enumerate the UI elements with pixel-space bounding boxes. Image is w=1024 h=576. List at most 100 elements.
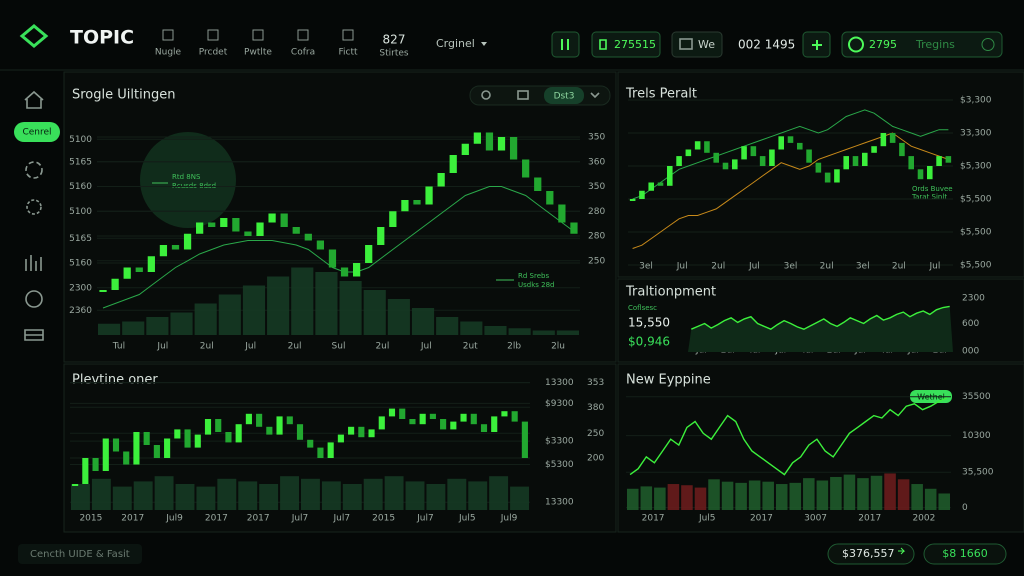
ticker-button[interactable]: 275515 (591, 31, 661, 58)
candle (629, 199, 636, 201)
stats-icon[interactable] (25, 255, 42, 271)
y-tick-label: 5165 (69, 157, 92, 167)
nav-item[interactable]: Fictt (338, 48, 357, 58)
candle (862, 152, 868, 166)
x-tick-label: 2017 (205, 514, 228, 524)
x-tick-label: Jul7 (291, 514, 309, 524)
candle (112, 438, 120, 452)
pause-icon (561, 39, 569, 50)
y-tick-label: $5,500 (960, 261, 992, 271)
account-bg[interactable] (841, 31, 1003, 58)
nav-icon[interactable] (207, 29, 219, 41)
toggle-bg[interactable] (544, 87, 584, 104)
pause-button[interactable] (551, 31, 580, 58)
chevron[interactable] (590, 92, 600, 99)
nav-icon[interactable] (162, 29, 174, 41)
grid-icon[interactable] (517, 90, 529, 100)
nav-icon[interactable] (342, 29, 354, 41)
annotation: Rtd 8NS (172, 173, 201, 181)
volume-bar (484, 326, 507, 335)
candle (245, 413, 252, 425)
ticker[interactable]: 275515 (614, 38, 656, 51)
volume-bar (170, 312, 193, 335)
toolbar (469, 85, 611, 106)
volume-bar (321, 481, 341, 510)
panel-title: Plevtine oner (72, 373, 158, 388)
candle (419, 413, 426, 425)
volume-bar (708, 479, 720, 510)
volume-bar (71, 484, 90, 510)
volume-bar (218, 294, 241, 335)
highlight-circle (140, 132, 236, 228)
y-tick-label: 600 (962, 319, 979, 329)
add-button[interactable] (802, 31, 831, 58)
volume-bar (339, 281, 362, 335)
total-button[interactable] (923, 543, 1007, 565)
search-box[interactable] (18, 544, 142, 564)
dropdown[interactable]: Crginel (436, 37, 487, 50)
account-label[interactable]: Tregins (915, 38, 955, 51)
x-tick-label: 2ut (463, 342, 478, 352)
x-tick-label: 2ul (892, 262, 906, 272)
volume-bar (681, 485, 693, 510)
settings-icon[interactable] (26, 199, 42, 215)
candle (82, 458, 89, 484)
y-tick-label: 350 (588, 133, 605, 143)
volume-bar (447, 478, 467, 510)
y-tick-label: $5300 (545, 460, 574, 470)
active-pill[interactable] (14, 122, 60, 142)
pause-bg[interactable] (551, 31, 580, 58)
y-tick-label: 2360 (69, 306, 92, 316)
candle (501, 411, 508, 417)
nav-icon[interactable] (297, 29, 309, 41)
candle (899, 142, 905, 157)
active-label[interactable]: Cenrel (22, 128, 51, 138)
home-icon[interactable] (24, 90, 44, 109)
candle (72, 484, 79, 486)
total[interactable]: $8 1660 (942, 547, 988, 560)
line (632, 109, 949, 200)
x-tick-label: 3el (784, 262, 798, 272)
nav-item[interactable]: Cofra (291, 48, 315, 58)
nav-item[interactable]: Prcdet (199, 48, 228, 58)
volume-bar (301, 478, 320, 510)
volume-bar (98, 323, 121, 335)
candle (769, 149, 775, 166)
candle (399, 408, 406, 419)
volume-bar (468, 481, 488, 510)
candle (164, 438, 171, 458)
y-tick-label: $5,500 (960, 195, 992, 205)
candle (153, 445, 160, 458)
stat-value: 827 (383, 33, 406, 47)
account[interactable]: 2795 (869, 38, 897, 51)
tool[interactable]: We (698, 38, 715, 51)
dropdown-label[interactable]: Crginel (436, 37, 475, 50)
nav-item[interactable]: Nugle (155, 48, 182, 58)
candle (437, 173, 445, 187)
search[interactable]: Cencth UIDE & Fasit (30, 549, 130, 560)
refresh-icon[interactable] (25, 161, 43, 179)
tool-button[interactable]: We (671, 31, 723, 58)
nav-icon[interactable] (252, 29, 264, 41)
account-button[interactable]: 2795 Tregins (841, 31, 1003, 58)
web-icon[interactable] (25, 290, 43, 308)
x-tick-label: Jul (676, 262, 688, 272)
search-icon[interactable] (481, 90, 491, 100)
candle (244, 231, 252, 236)
candle (389, 211, 397, 227)
ticker-bg[interactable] (591, 31, 661, 58)
toggle[interactable]: Dst3 (554, 92, 575, 102)
x-tick-label: 2ul (200, 342, 214, 352)
x-tick-label: Sul (332, 342, 346, 352)
balance-button[interactable] (827, 543, 915, 565)
balance[interactable]: $376,557 (842, 547, 895, 560)
y-tick-label: $9300 (545, 399, 574, 409)
candle (147, 256, 155, 272)
volume-bar (426, 484, 446, 510)
candle (358, 426, 365, 438)
line (691, 305, 950, 330)
volume-bar (911, 484, 923, 510)
list-icon[interactable] (24, 329, 44, 341)
nav-item[interactable]: Pwtlte (244, 48, 272, 58)
volume-bar (830, 476, 842, 510)
